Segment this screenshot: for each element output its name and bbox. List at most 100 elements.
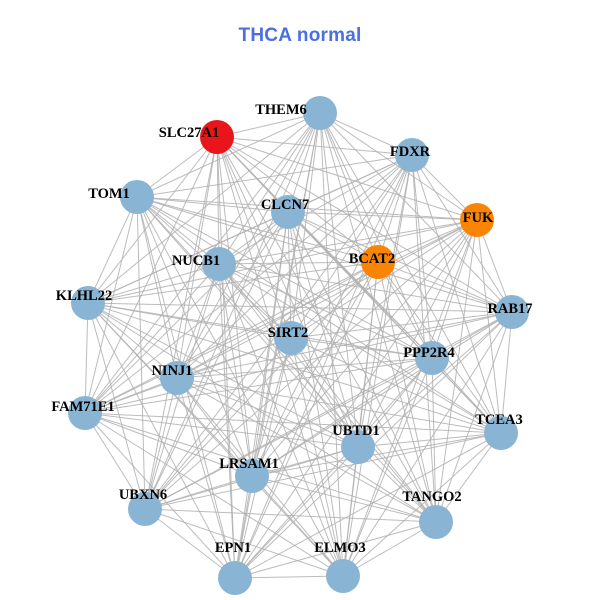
- graph-edge: [84, 136, 218, 414]
- graph-edge: [290, 337, 359, 448]
- graph-edge: [176, 377, 502, 434]
- graph-edge: [176, 377, 359, 448]
- graph-node-tom1[interactable]: [120, 180, 154, 214]
- graph-edge: [290, 337, 433, 359]
- graph-node-ninj1[interactable]: [160, 361, 194, 395]
- graph-edge: [287, 211, 437, 523]
- graph-edge: [287, 112, 321, 213]
- graph-edge: [87, 302, 437, 523]
- graph-edge: [176, 219, 478, 379]
- graph-edge: [87, 219, 478, 304]
- graph-edge: [87, 302, 433, 359]
- graph-edge: [144, 219, 478, 510]
- graph-node-fam71e1[interactable]: [68, 396, 102, 430]
- graph-edge: [176, 357, 433, 379]
- graph-edge: [84, 311, 513, 414]
- graph-edge: [234, 475, 253, 579]
- graph-edge: [218, 263, 344, 577]
- graph-edge: [136, 196, 220, 265]
- graph-edge: [251, 475, 437, 523]
- graph-node-slc27a1[interactable]: [200, 120, 234, 154]
- graph-edge: [218, 263, 502, 434]
- graph-edge: [319, 112, 437, 523]
- graph-edge: [377, 261, 513, 313]
- graph-edge: [290, 219, 478, 339]
- graph-edge: [216, 136, 344, 577]
- graph-edge: [218, 219, 478, 265]
- graph-edge: [251, 475, 344, 577]
- graph-edge: [87, 302, 502, 434]
- graph-edge: [87, 302, 344, 577]
- graph-edge: [377, 219, 478, 263]
- graph-edge: [287, 211, 344, 577]
- graph-edge: [216, 136, 413, 156]
- graph-node-clcn7[interactable]: [271, 195, 305, 229]
- graph-edge: [84, 302, 89, 414]
- graph-edge: [357, 219, 478, 448]
- graph-edge: [136, 196, 433, 359]
- nodes-layer: [68, 96, 529, 595]
- graph-node-elmo3[interactable]: [326, 559, 360, 593]
- graph-edge: [342, 357, 433, 577]
- graph-edge: [144, 337, 292, 510]
- graph-edge: [87, 263, 220, 304]
- graph-edge: [144, 508, 437, 523]
- graph-edge: [176, 377, 236, 579]
- graph-node-klhl22[interactable]: [71, 286, 105, 320]
- graph-edge: [84, 154, 413, 414]
- graph-edge: [290, 311, 513, 339]
- graph-edge: [357, 357, 433, 448]
- graph-edge: [136, 196, 178, 379]
- graph-edge: [84, 219, 478, 414]
- graph-edge: [319, 112, 359, 448]
- graph-edge: [87, 302, 359, 448]
- graph-node-ppp2r4[interactable]: [415, 341, 449, 375]
- graph-edge: [290, 337, 502, 434]
- graph-node-ubxn6[interactable]: [128, 492, 162, 526]
- graph-edge: [87, 302, 178, 379]
- graph-edge: [136, 196, 344, 577]
- graph-edge: [435, 432, 502, 523]
- graph-node-fdxr[interactable]: [395, 138, 429, 172]
- graph-edge: [319, 112, 478, 221]
- graph-edge: [500, 311, 513, 434]
- graph-node-sirt2[interactable]: [274, 321, 308, 355]
- graph-edge: [234, 446, 359, 579]
- graph-node-them6[interactable]: [303, 96, 337, 130]
- graph-edge: [234, 357, 433, 579]
- graph-node-lrsam1[interactable]: [235, 459, 269, 493]
- graph-node-epn1[interactable]: [218, 561, 252, 595]
- graph-edge: [290, 337, 437, 523]
- graph-edge: [357, 154, 413, 448]
- graph-edge: [251, 337, 292, 477]
- graph-edge: [431, 219, 478, 359]
- graph-edge: [136, 196, 359, 448]
- graph-edge: [251, 311, 513, 477]
- graph-edge: [144, 211, 289, 510]
- graph-node-nucb1[interactable]: [202, 247, 236, 281]
- graph-edge: [84, 412, 236, 579]
- graph-edge: [176, 311, 513, 379]
- graph-edge: [176, 154, 413, 379]
- graph-edge: [84, 263, 220, 414]
- graph-edge: [234, 521, 437, 579]
- graph-node-rab17[interactable]: [495, 295, 529, 329]
- graph-edge: [216, 136, 478, 221]
- graph-edge: [216, 136, 236, 579]
- graph-edge: [87, 302, 513, 313]
- graph-node-tcea3[interactable]: [484, 416, 518, 450]
- graph-node-tango2[interactable]: [419, 505, 453, 539]
- graph-edge: [144, 475, 253, 510]
- graph-edge: [144, 136, 218, 510]
- graph-edge: [84, 357, 433, 414]
- graph-edge: [287, 211, 478, 221]
- graph-edge: [176, 136, 218, 379]
- graph-node-fuk[interactable]: [460, 203, 494, 237]
- graph-node-bcat2[interactable]: [361, 245, 395, 279]
- graph-edge: [342, 154, 413, 577]
- graph-node-ubtd1[interactable]: [341, 430, 375, 464]
- graph-edge: [84, 196, 138, 414]
- graph-edge: [435, 311, 513, 523]
